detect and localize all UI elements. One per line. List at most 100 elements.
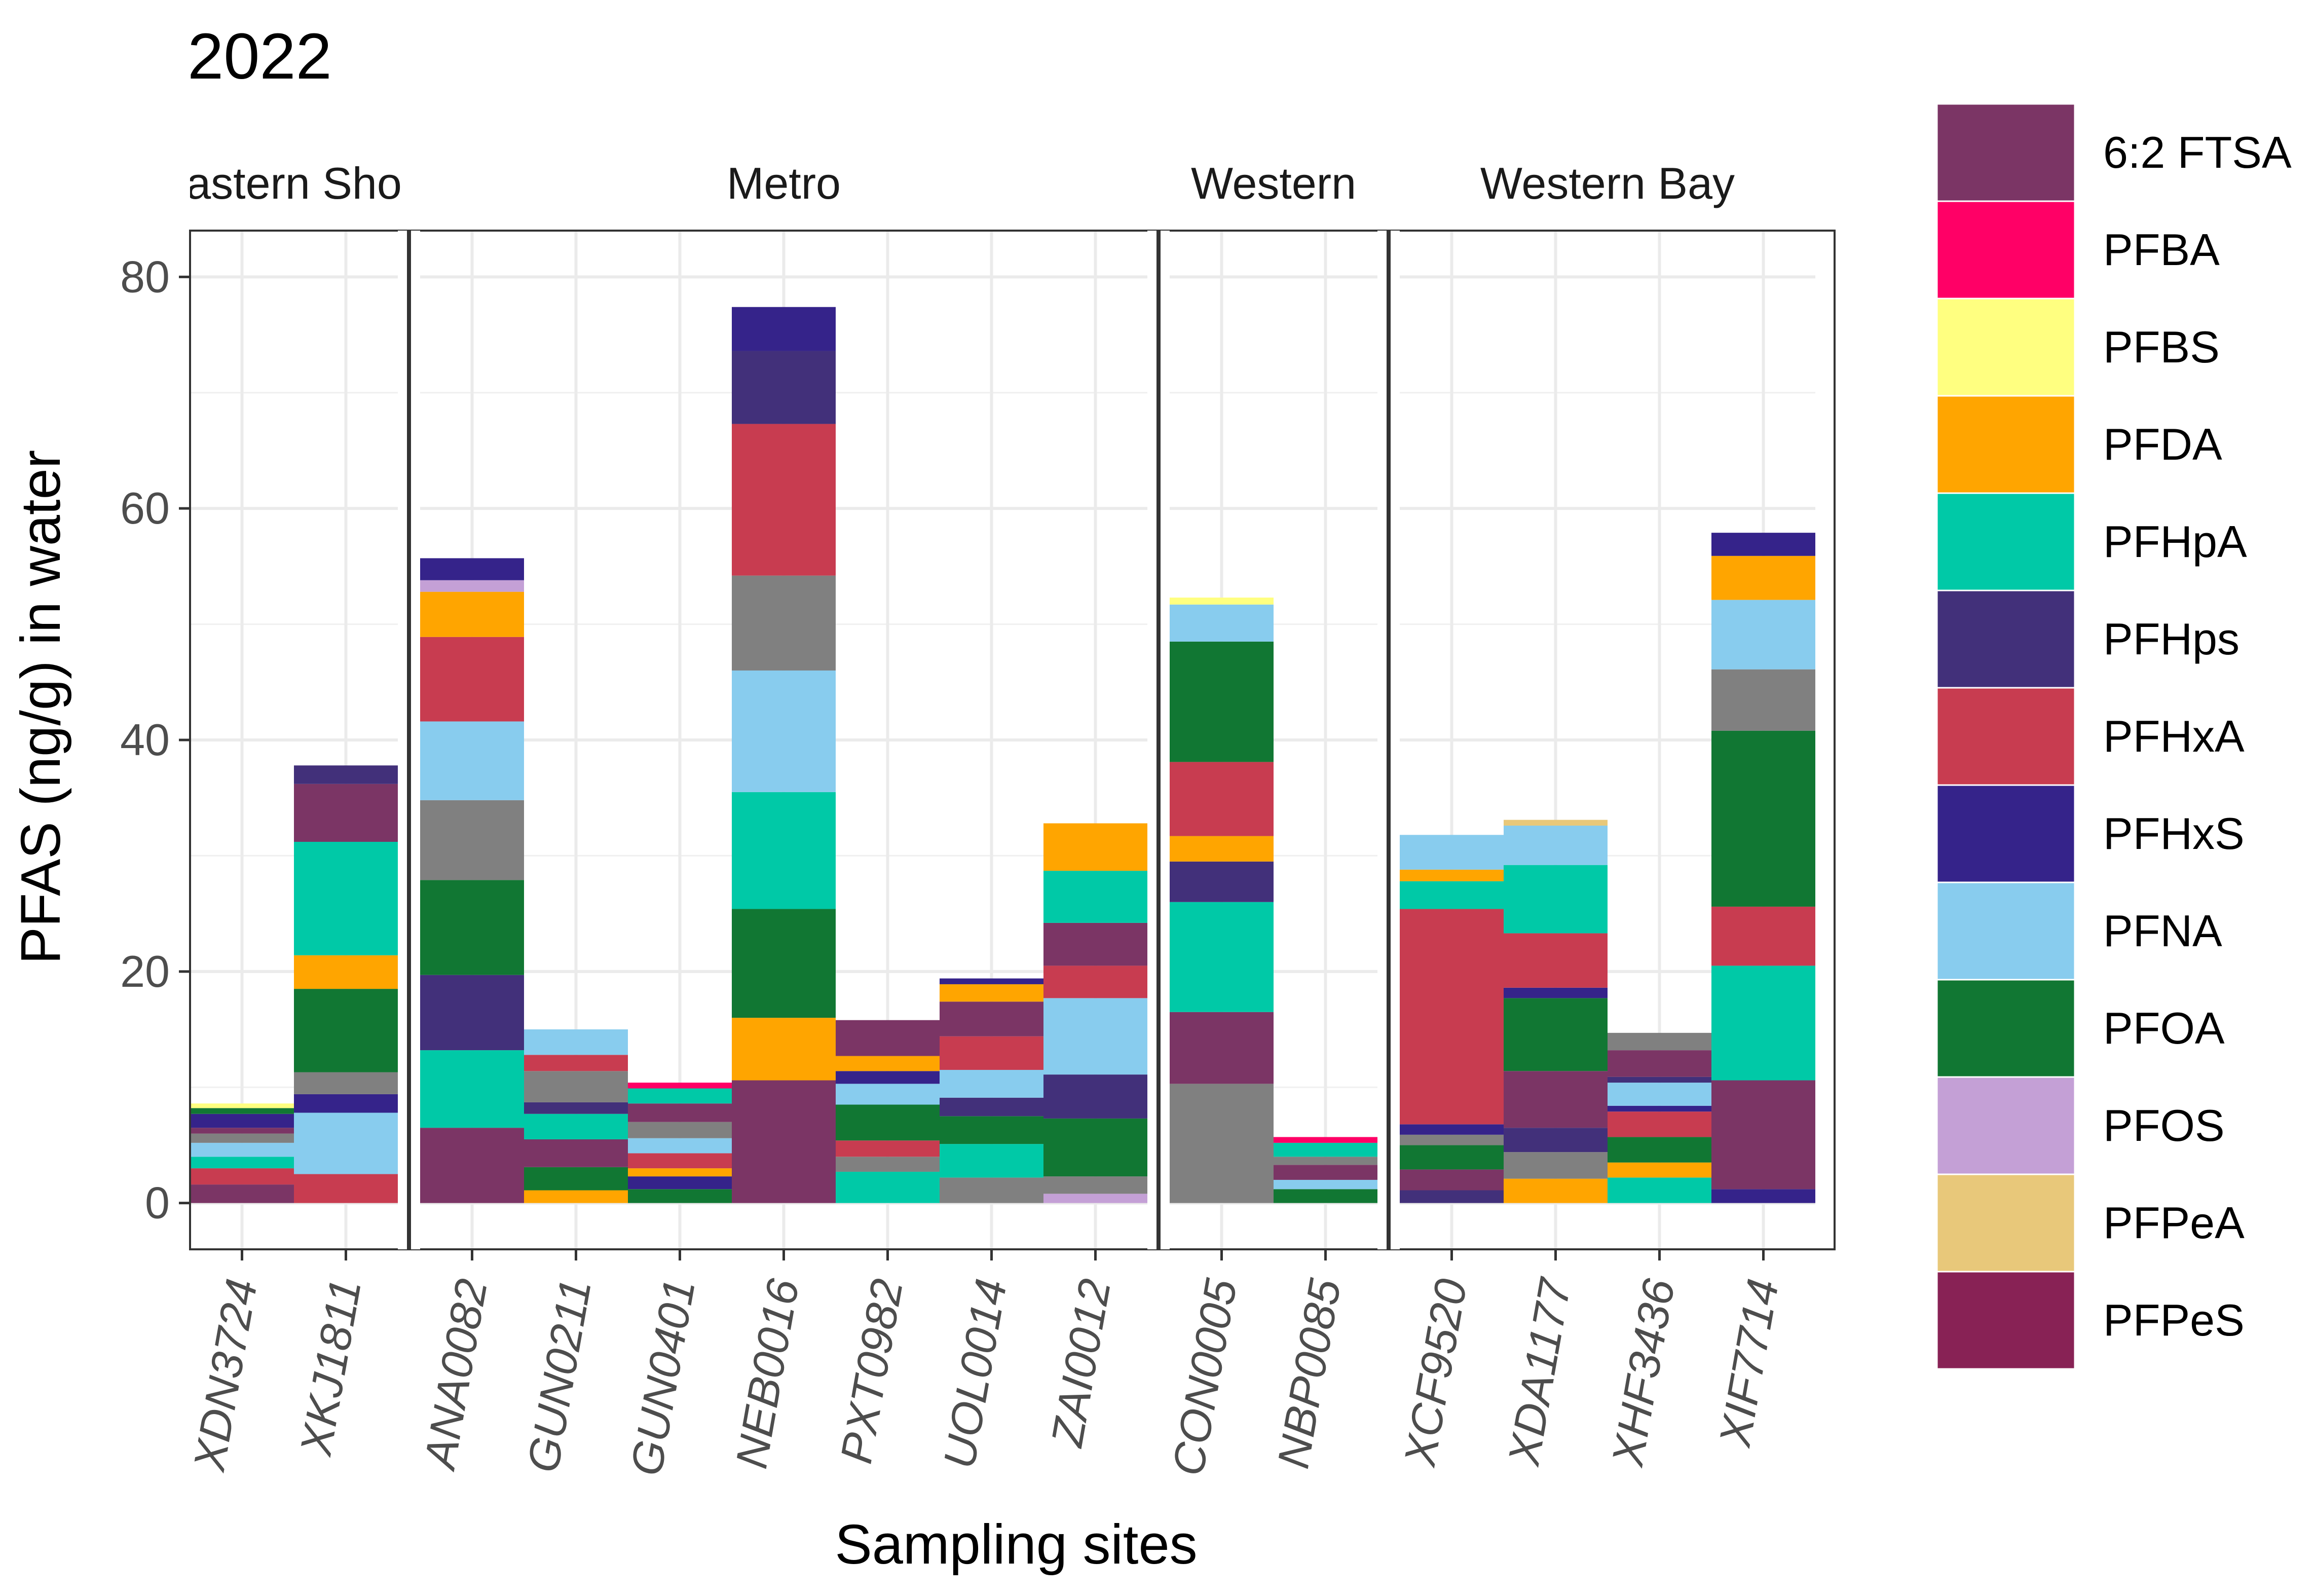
bar-segment-PXT0982 [836,1071,940,1084]
legend-label: PFOA [2103,1003,2225,1053]
bar-segment-PXT0982 [836,1084,940,1105]
bar-segment-PXT0982 [836,1056,940,1071]
bar-segment-XDA1177 [1504,1071,1608,1128]
bar-segment-UOL0014 [940,1001,1043,1036]
y-tick-label: 20 [120,946,170,996]
bar-segment-GUN0401 [628,1176,732,1190]
x-tick-label: GUN0211 [517,1275,601,1476]
bar-segment-PXT0982 [836,1020,940,1056]
bar-segment-ANA0082 [420,721,524,800]
chart-title: 2022 [188,20,332,93]
bar-segment-XDN3724 [190,1157,294,1169]
bar-segment-NEB0016 [732,1018,836,1081]
bar-segment-GUN0211 [524,1071,628,1102]
x-tick-label: ANA0082 [414,1275,497,1474]
bar-segment-XDN3724 [190,1108,294,1114]
bar-segment-XIF7714 [1711,1189,1815,1203]
bar-segment-XHF3436 [1608,1050,1711,1077]
bar-segment-UOL0014 [940,1069,1043,1098]
bar-segment-GUN0211 [524,1190,628,1203]
bar-segment-NBP0085 [1274,1142,1377,1157]
legend-key [1936,1076,2076,1175]
bar-segment-GUN0211 [524,1102,628,1114]
bar-segment-ANA0082 [420,580,524,592]
legend-key [1936,200,2076,300]
x-tick-label: GUN0401 [621,1275,704,1479]
bar-segment-ANA0082 [420,558,524,580]
bar-segment-CON0005 [1170,902,1274,1012]
bar-segment-XHF3436 [1608,1111,1711,1137]
bar-segment-GUN0401 [628,1168,732,1177]
bar-segment-XKJ1811 [294,955,398,989]
bar-segment-CON0005 [1170,1084,1274,1203]
bar-segment-NEB0016 [732,307,836,351]
x-tick-label: UOL0014 [934,1275,1016,1472]
x-tick-label: XCF9520 [1394,1275,1476,1470]
legend-label: PFOS [2103,1100,2225,1150]
legend-key [1936,979,2076,1078]
bar-segment-NEB0016 [732,792,836,909]
legend-label: PFBS [2103,322,2220,372]
bar-segment-PXT0982 [836,1140,940,1157]
bar-segment-PXT0982 [836,1157,940,1172]
x-tick-label: XIF7714 [1709,1275,1788,1451]
bar-segment-PXT0982 [836,1104,940,1141]
y-tick-label: 60 [120,483,170,533]
bar-segment-ZAI0012 [1043,871,1147,923]
x-tick-label: XDA1177 [1498,1274,1581,1470]
legend-label: PFHxS [2103,808,2245,859]
bar-segment-ZAI0012 [1043,823,1147,871]
legend-key [1936,881,2076,981]
x-tick-label: ZAI0012 [1041,1275,1121,1451]
bar-segment-NEB0016 [732,670,836,792]
y-tick-label: 80 [120,251,170,302]
bar-segment-UOL0014 [940,1036,1043,1070]
legend-key [1936,103,2076,202]
bar-segment-XCF9520 [1400,1124,1504,1135]
bar-segment-XIF7714 [1711,966,1815,1081]
bar-segment-XCF9520 [1400,881,1504,909]
legend: 6:2 FTSA PFBA PFBS PFDA PFHpA PFHps PFHxA PFHxS… [1936,103,2292,1370]
bar-segment-ANA0082 [420,975,524,1051]
legend-label: PFBA [2103,225,2220,275]
bar-segment-NBP0085 [1274,1189,1377,1203]
bar-segment-NEB0016 [732,909,836,1018]
bar-segment-XHF3436 [1608,1177,1711,1203]
bar-segment-XIF7714 [1711,730,1815,907]
bar-segment-XIF7714 [1711,1080,1815,1190]
bar-segment-PXT0982 [836,1171,940,1203]
bar-segment-XKJ1811 [294,842,398,955]
bar-segment-ZAI0012 [1043,998,1147,1075]
bar-segment-ANA0082 [420,591,524,637]
bar-segment-XDN3724 [190,1133,294,1143]
bar-segment-NBP0085 [1274,1157,1377,1165]
bar-segment-XDN3724 [190,1184,294,1203]
legend-label: PFHps [2103,614,2240,664]
bar-segment-XIF7714 [1711,669,1815,731]
bar-segment-UOL0014 [940,1116,1043,1144]
bar-segment-UOL0014 [940,978,1043,984]
bar-segment-XCF9520 [1400,869,1504,881]
y-tick-label: 40 [120,715,170,765]
bar-segment-XCF9520 [1400,1134,1504,1145]
legend-key [1936,1173,2076,1273]
bar-segment-ZAI0012 [1043,1074,1147,1119]
x-tick-label: CON0005 [1163,1275,1247,1479]
bar-segment-XCF9520 [1400,909,1504,1125]
bar-segment-XIF7714 [1711,600,1815,670]
panel-frame [189,230,1836,1250]
facet-label: astern Sho [186,158,402,208]
bar-segment-ANA0082 [420,637,524,722]
bar-segment-XKJ1811 [294,784,398,842]
bar-segment-XIF7714 [1711,555,1815,600]
bar-segment-XDA1177 [1504,1152,1608,1179]
bar-segment-XHF3436 [1608,1137,1711,1163]
bar-segment-XHF3436 [1608,1105,1711,1112]
bar-segment-CON0005 [1170,836,1274,862]
bar-segment-XKJ1811 [294,1112,398,1174]
bar-segment-GUN0401 [628,1138,732,1154]
bar-segment-NEB0016 [732,351,836,424]
bar-segment-CON0005 [1170,598,1274,605]
bar-segment-GUN0211 [524,1029,628,1055]
